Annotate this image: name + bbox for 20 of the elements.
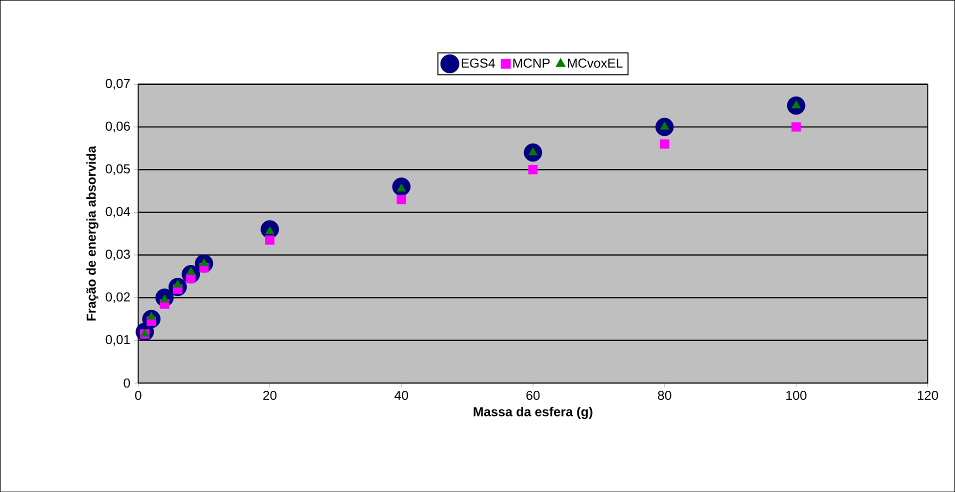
x-tick-label: 20 — [263, 390, 276, 400]
y-tick-label: 0,04 — [106, 206, 130, 218]
y-tick-label: 0,05 — [106, 164, 130, 175]
legend-label: MCNP — [513, 58, 550, 68]
x-tick-label: 80 — [658, 390, 672, 400]
x-tick-label: 120 — [918, 390, 938, 400]
legend-label: EGS4 — [462, 58, 495, 68]
y-tick-label: 0 — [124, 378, 130, 388]
y-tick-label: 0,01 — [106, 334, 130, 346]
x-tick-label: 60 — [526, 390, 540, 400]
y-tick-label: 0,03 — [106, 250, 130, 260]
y-axis-title: Fração de energia absorvida — [86, 146, 98, 320]
x-tick-label: 0 — [135, 390, 142, 400]
y-tick-label: 0,06 — [106, 121, 130, 132]
y-tick-label: 0,02 — [106, 292, 130, 303]
y-tick-label: 0,07 — [106, 78, 130, 90]
legend-label: MCvoxEL — [568, 58, 623, 68]
x-tick-label: 40 — [394, 390, 408, 400]
x-axis-title: Massa da esfera (g) — [474, 406, 592, 419]
x-tick-label: 100 — [786, 390, 806, 400]
